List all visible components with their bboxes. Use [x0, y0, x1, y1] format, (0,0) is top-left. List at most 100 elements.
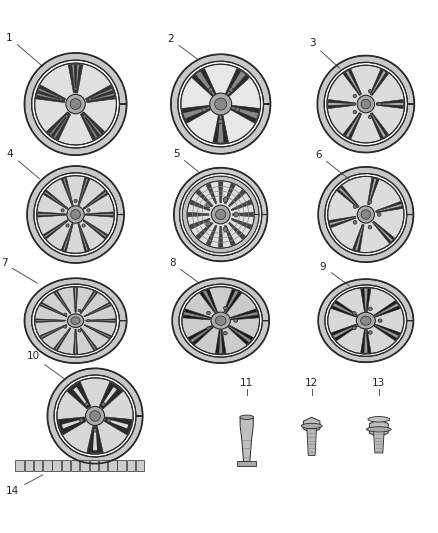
- Polygon shape: [369, 419, 388, 438]
- Polygon shape: [225, 290, 239, 312]
- Polygon shape: [49, 112, 69, 135]
- Polygon shape: [218, 114, 224, 143]
- Ellipse shape: [82, 224, 85, 227]
- Polygon shape: [61, 223, 73, 251]
- Polygon shape: [230, 107, 258, 119]
- Ellipse shape: [234, 212, 238, 217]
- Text: 4: 4: [7, 149, 39, 179]
- Polygon shape: [76, 64, 79, 93]
- Polygon shape: [374, 303, 399, 317]
- Ellipse shape: [223, 332, 227, 335]
- Polygon shape: [203, 290, 216, 312]
- Polygon shape: [75, 287, 76, 312]
- Polygon shape: [346, 113, 361, 138]
- Polygon shape: [355, 224, 364, 251]
- Polygon shape: [219, 226, 223, 247]
- Polygon shape: [99, 382, 123, 409]
- Ellipse shape: [61, 209, 64, 212]
- Text: 12: 12: [305, 378, 318, 388]
- Polygon shape: [81, 292, 96, 313]
- Polygon shape: [376, 100, 404, 109]
- Polygon shape: [219, 182, 223, 203]
- Polygon shape: [37, 93, 65, 102]
- Text: 5: 5: [173, 149, 200, 173]
- Polygon shape: [370, 69, 389, 95]
- Ellipse shape: [78, 329, 81, 332]
- Ellipse shape: [360, 316, 371, 325]
- Polygon shape: [84, 303, 110, 317]
- Text: 8: 8: [169, 259, 199, 283]
- Polygon shape: [35, 319, 65, 322]
- Ellipse shape: [361, 210, 371, 219]
- Ellipse shape: [215, 98, 227, 110]
- Polygon shape: [86, 88, 113, 100]
- Polygon shape: [85, 214, 113, 215]
- Polygon shape: [53, 114, 70, 139]
- Ellipse shape: [211, 205, 230, 224]
- Text: 2: 2: [168, 34, 198, 60]
- Polygon shape: [318, 55, 414, 152]
- Ellipse shape: [368, 417, 390, 422]
- Text: 9: 9: [320, 262, 349, 286]
- FancyBboxPatch shape: [71, 461, 79, 471]
- Ellipse shape: [90, 411, 100, 421]
- Ellipse shape: [78, 309, 81, 312]
- Ellipse shape: [223, 227, 228, 231]
- Ellipse shape: [35, 287, 117, 354]
- Polygon shape: [364, 288, 367, 311]
- Ellipse shape: [35, 63, 117, 145]
- Ellipse shape: [368, 90, 372, 93]
- Polygon shape: [364, 330, 367, 353]
- Polygon shape: [48, 368, 143, 464]
- Polygon shape: [184, 312, 210, 319]
- Ellipse shape: [102, 402, 105, 406]
- Polygon shape: [328, 100, 355, 109]
- Ellipse shape: [202, 107, 206, 112]
- Polygon shape: [337, 185, 359, 208]
- Polygon shape: [25, 53, 127, 155]
- Polygon shape: [80, 291, 97, 313]
- FancyBboxPatch shape: [43, 461, 52, 471]
- Ellipse shape: [215, 316, 226, 325]
- Ellipse shape: [328, 176, 404, 253]
- Polygon shape: [55, 114, 71, 140]
- Ellipse shape: [107, 418, 110, 422]
- Ellipse shape: [182, 287, 259, 354]
- Ellipse shape: [357, 95, 374, 113]
- Polygon shape: [333, 303, 357, 317]
- Polygon shape: [38, 212, 66, 217]
- Ellipse shape: [67, 314, 84, 327]
- Polygon shape: [27, 166, 124, 263]
- Polygon shape: [318, 167, 413, 262]
- Polygon shape: [63, 178, 73, 205]
- Ellipse shape: [215, 209, 226, 220]
- Polygon shape: [190, 200, 210, 211]
- Polygon shape: [374, 301, 400, 317]
- Ellipse shape: [210, 93, 232, 115]
- Polygon shape: [346, 70, 361, 95]
- Polygon shape: [230, 105, 259, 123]
- Polygon shape: [374, 324, 400, 341]
- Polygon shape: [332, 301, 357, 317]
- Ellipse shape: [327, 65, 405, 143]
- Polygon shape: [188, 212, 209, 217]
- Polygon shape: [43, 220, 68, 239]
- Ellipse shape: [206, 203, 211, 208]
- Polygon shape: [74, 287, 78, 312]
- Ellipse shape: [88, 98, 92, 101]
- Polygon shape: [376, 204, 402, 212]
- Polygon shape: [376, 201, 403, 213]
- Polygon shape: [83, 190, 108, 209]
- Polygon shape: [85, 212, 113, 217]
- Polygon shape: [228, 190, 245, 207]
- Polygon shape: [370, 112, 389, 139]
- Ellipse shape: [353, 110, 357, 114]
- Ellipse shape: [80, 418, 83, 422]
- Polygon shape: [367, 178, 379, 205]
- Text: 3: 3: [309, 38, 339, 68]
- Polygon shape: [84, 303, 111, 317]
- Polygon shape: [43, 190, 68, 209]
- Ellipse shape: [368, 331, 372, 334]
- Ellipse shape: [85, 402, 88, 406]
- Ellipse shape: [353, 221, 357, 224]
